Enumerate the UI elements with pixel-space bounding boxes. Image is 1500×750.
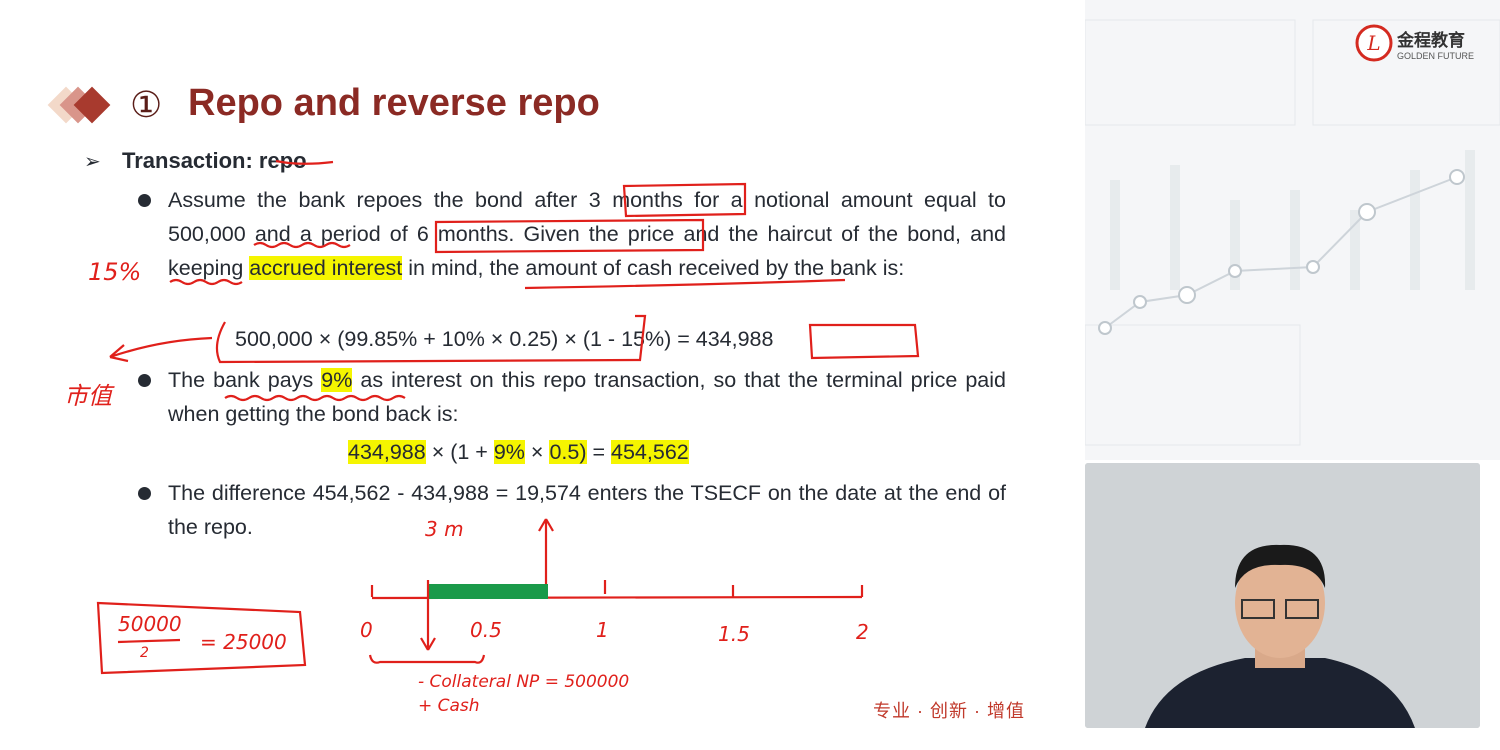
- bullet-2: The bank pays 9% as interest on this rep…: [168, 363, 1006, 431]
- highlight: 9%: [321, 368, 353, 392]
- ink-tick: 1: [596, 618, 609, 642]
- hl: 0.5): [549, 440, 587, 464]
- bullet-3: The difference 454,562 - 434,988 = 19,57…: [168, 481, 1006, 539]
- ink-tick: 0: [360, 618, 373, 642]
- hl: 454,562: [611, 440, 689, 464]
- ink-annotations: [96, 159, 920, 675]
- f: =: [586, 440, 612, 464]
- presenter-video: [1085, 463, 1480, 728]
- ink-calc-num: 50000: [118, 612, 182, 636]
- ink-calc-result: = 25000: [200, 630, 287, 654]
- ink-tick: 1.5: [718, 622, 750, 646]
- subtitle: Transaction: repo: [122, 148, 307, 173]
- slide-background-decoration: [1084, 0, 1500, 460]
- highlight: accrued interest: [249, 256, 403, 280]
- ink-tick: 0.5: [470, 618, 502, 642]
- formula-2: 434,988 × (1 + 9% × 0.5) = 454,562: [348, 440, 689, 465]
- decorative-line-chart: [1084, 19, 1500, 446]
- f: × (1 +: [425, 440, 494, 464]
- bullet-2-text: The bank pays: [168, 368, 322, 392]
- bullet-dot: [138, 194, 151, 207]
- section-number: ①: [130, 84, 163, 125]
- arrow-bullet-icon: ➢: [84, 151, 101, 173]
- logo-cn: 金程教育: [1397, 30, 1465, 50]
- bullet-dot: [138, 374, 151, 387]
- logo-en: GOLDEN FUTURE: [1397, 50, 1475, 61]
- bullet-1: Assume the bank repoes the bond after 3 …: [168, 183, 1006, 285]
- slide-footer: 专业 · 创新 · 增值: [873, 701, 1025, 721]
- presenter-silhouette: [1085, 463, 1480, 728]
- ink-3m: 3 m: [425, 517, 464, 541]
- ink-market-value: 市值: [64, 382, 112, 410]
- hl: 434,988: [348, 440, 426, 464]
- ink-calc-den: 2: [140, 645, 149, 661]
- ink-collateral: - Collateral NP = 500000: [418, 672, 630, 692]
- bullet-1-text-end: in mind, the amount of cash received by …: [402, 256, 905, 280]
- svg-text:L: L: [1366, 31, 1380, 55]
- bullet-2-text-end: as interest on this repo transaction, so…: [168, 368, 1006, 426]
- ink-tick: 2: [856, 620, 869, 644]
- slide-title: Repo and reverse repo: [188, 82, 600, 124]
- logo: L 金程教育 GOLDEN FUTURE: [1355, 24, 1474, 62]
- bullet-dot: [138, 487, 151, 500]
- title-diamonds-icon: [47, 86, 111, 124]
- logo-emblem-icon: L: [1355, 24, 1393, 62]
- hl: 9%: [493, 440, 525, 464]
- f: ×: [524, 440, 550, 464]
- ink-haircut: 15%: [88, 258, 142, 286]
- formula-1: 500,000 × (99.85% + 10% × 0.25) × (1 - 1…: [235, 327, 774, 351]
- ink-cash: + Cash: [418, 696, 480, 716]
